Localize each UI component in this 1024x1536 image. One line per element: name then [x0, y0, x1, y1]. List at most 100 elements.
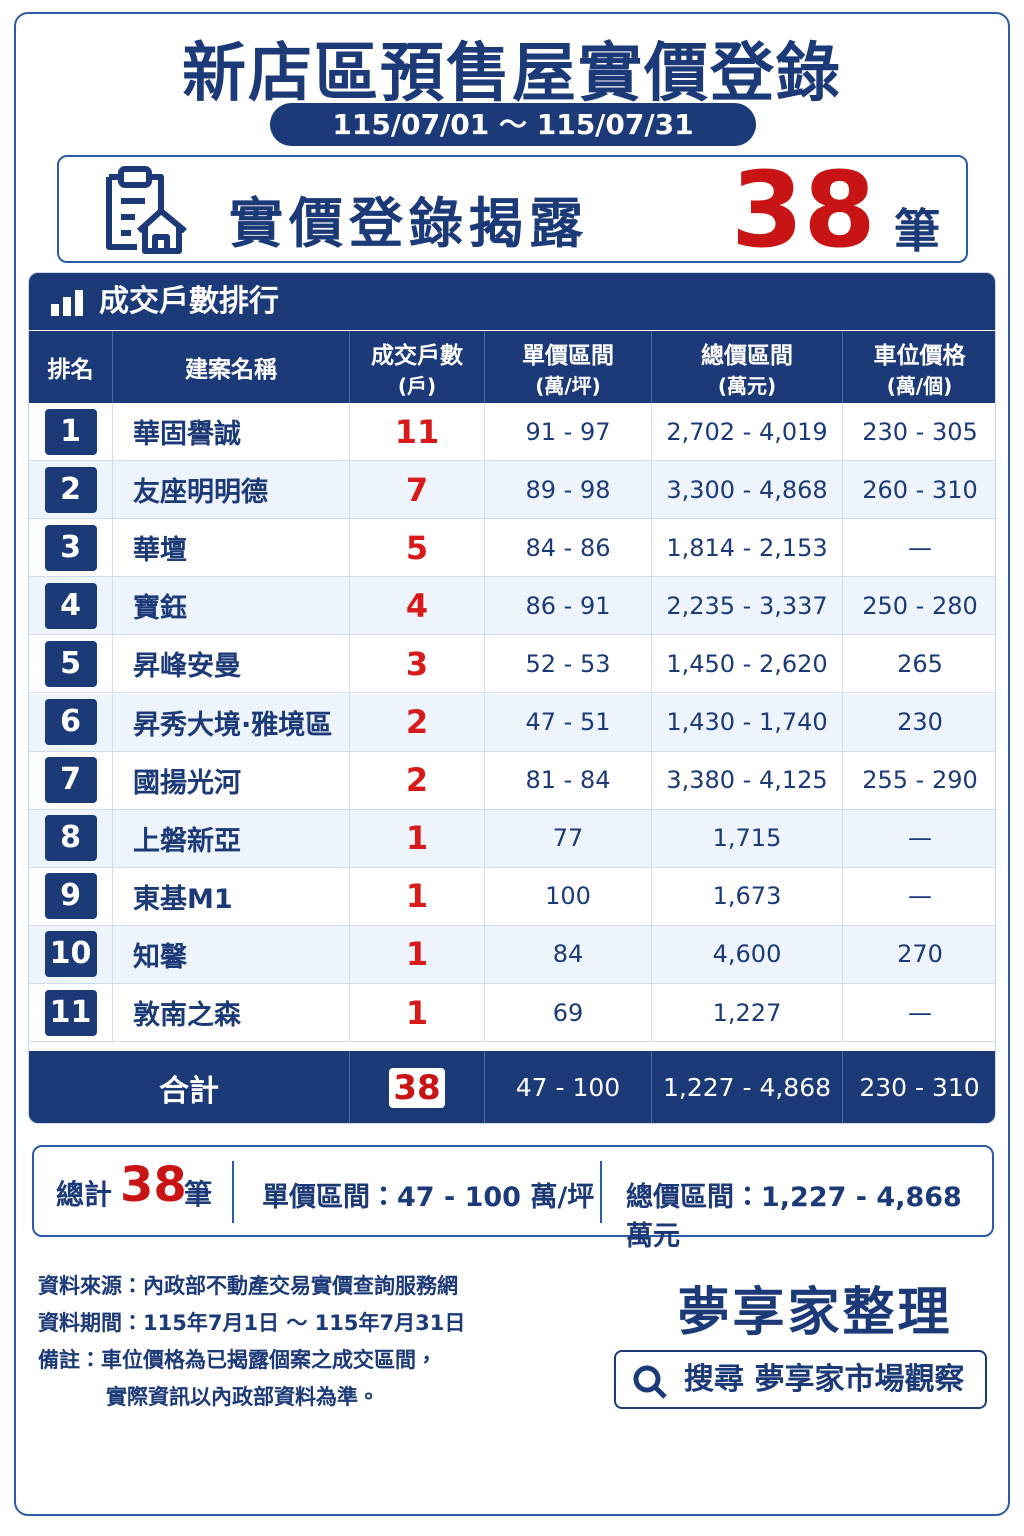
table-cell: 255 - 290	[843, 752, 995, 810]
cell-text: —	[908, 882, 932, 911]
table-row: 2 友座明明德 7 89 - 98 3,300 - 4,868 260 - 310	[29, 461, 995, 520]
cell-text: 100	[545, 882, 591, 911]
project-name: 友座明明德	[133, 477, 268, 509]
divider	[600, 1161, 602, 1223]
cell-text: 4,600	[712, 940, 782, 969]
note: 資料期間：115年7月1日 ～ 115年7月31日	[38, 1311, 466, 1335]
table-cell: —	[843, 519, 995, 578]
cell-text: 250 - 280	[862, 591, 978, 620]
table-cell: 91 - 97	[485, 403, 652, 462]
summary-total-unit: 筆	[184, 1178, 213, 1211]
table-row: 6 昇秀大境·雅境區 2 47 - 51 1,430 - 1,740 230	[29, 693, 995, 752]
table-cell: 4	[350, 577, 485, 636]
project-name: 華固譽誠	[133, 419, 241, 451]
cell-text: 1,430 - 1,740	[666, 708, 828, 737]
table-cell: 86 - 91	[485, 577, 652, 636]
table-cell: 1	[29, 403, 113, 462]
table-title: 成交戶數排行	[29, 273, 995, 330]
table-row: 10 知馨 1 84 4,600 270	[29, 925, 995, 984]
cell-text: 86 - 91	[525, 591, 611, 620]
cell-text: 89 - 98	[525, 475, 611, 504]
project-name: 華壇	[133, 535, 187, 567]
cell-text: 2	[405, 761, 429, 800]
note: 實際資訊以內政部資料為準。	[106, 1385, 379, 1409]
page-frame	[14, 12, 1010, 1516]
table-cell: 81 - 84	[485, 751, 652, 810]
cell-text: 84 - 86	[525, 533, 611, 562]
cell-text: 77	[552, 824, 584, 853]
cell-text: —	[908, 998, 932, 1027]
table-cell: 1	[350, 809, 485, 868]
notes: 資料來源：內政部不動產交易實價查詢服務網 資料期間：115年7月1日 ～ 115…	[38, 1268, 465, 1416]
cell-text: 1,450 - 2,620	[666, 649, 828, 678]
table-cell: 華壇	[113, 519, 350, 578]
cell-text: —	[908, 533, 932, 562]
cell-text: 1	[405, 877, 429, 916]
total-cell: 1,227 - 4,868	[652, 1051, 843, 1123]
project-name: 昇峰安曼	[133, 651, 241, 683]
cell-text: 1	[405, 819, 429, 858]
table-cell: —	[843, 984, 995, 1043]
search-icon	[633, 1365, 667, 1399]
rank-badge: 2	[44, 466, 97, 513]
table-cell: 100	[485, 867, 652, 926]
table-cell: 1	[350, 867, 485, 926]
summary-total-count: 38	[120, 1157, 187, 1213]
column-label: 建案名稱	[185, 357, 277, 383]
table-cell: 1	[350, 925, 485, 984]
table-cell: 友座明明德	[113, 461, 350, 520]
column-header: 成交戶數 (戶)	[350, 331, 485, 403]
table-cell: 260 - 310	[843, 461, 995, 520]
table-row: 8 上磐新亞 1 77 1,715 —	[29, 809, 995, 868]
table-cell: 1,450 - 2,620	[652, 635, 843, 694]
total-text: 230 - 310	[859, 1073, 980, 1102]
cell-text: 260 - 310	[862, 475, 978, 504]
table-cell: 敦南之森	[113, 984, 350, 1043]
cell-text: 1,673	[712, 882, 782, 911]
cell-text: 52 - 53	[525, 649, 611, 678]
table-row: 9 東基M1 1 100 1,673 —	[29, 867, 995, 926]
table-cell: 2	[29, 461, 113, 520]
period-pill: 115/07/01 ～ 115/07/31	[270, 103, 756, 146]
total-text: 合計	[159, 1073, 219, 1109]
table-cell: 2,235 - 3,337	[652, 577, 843, 636]
column-header: 車位價格 (萬/個)	[843, 331, 995, 403]
table-cell: 84 - 86	[485, 519, 652, 578]
table-cell: 5	[350, 519, 485, 578]
cell-text: 84	[552, 940, 584, 969]
table-cell: 1	[350, 984, 485, 1043]
table-cell: 270	[843, 926, 995, 984]
table-cell: 知馨	[113, 925, 350, 984]
cell-text: 3,380 - 4,125	[666, 766, 828, 795]
table-cell: 國揚光河	[113, 751, 350, 810]
table-row: 3 華壇 5 84 - 86 1,814 - 2,153 —	[29, 519, 995, 578]
column-label: 成交戶數	[371, 342, 463, 369]
table-cell: 6	[29, 693, 113, 752]
table-cell: 52 - 53	[485, 635, 652, 694]
table-cell: 10	[29, 925, 113, 984]
cell-text: 1	[405, 935, 429, 974]
table-cell: 265	[843, 635, 995, 694]
table-cell: 2	[350, 751, 485, 810]
total-text: 47 - 100	[515, 1073, 621, 1102]
project-name: 寶鈺	[133, 593, 187, 625]
banner-count: 38	[731, 149, 876, 271]
table-cell: 11	[29, 984, 113, 1043]
table-cell: 3	[350, 635, 485, 694]
table-cell: 7	[350, 461, 485, 520]
project-name: 上磐新亞	[133, 825, 241, 857]
table-cell: 1,814 - 2,153	[652, 519, 843, 578]
summary-total-label: 總計	[56, 1178, 113, 1211]
banner-label: 實價登錄揭露	[229, 192, 589, 255]
cell-text: 81 - 84	[525, 766, 611, 795]
table-cell: 1,715	[652, 809, 843, 868]
cell-text: 1,227	[712, 998, 782, 1027]
cell-text: 1,715	[712, 824, 782, 853]
table-cell: 寶鈺	[113, 577, 350, 636]
cell-text: 2,235 - 3,337	[666, 591, 828, 620]
table-cell: 3	[29, 519, 113, 578]
cell-text: —	[908, 824, 932, 853]
project-name: 昇秀大境·雅境區	[133, 709, 333, 741]
table-cell: 84	[485, 925, 652, 984]
